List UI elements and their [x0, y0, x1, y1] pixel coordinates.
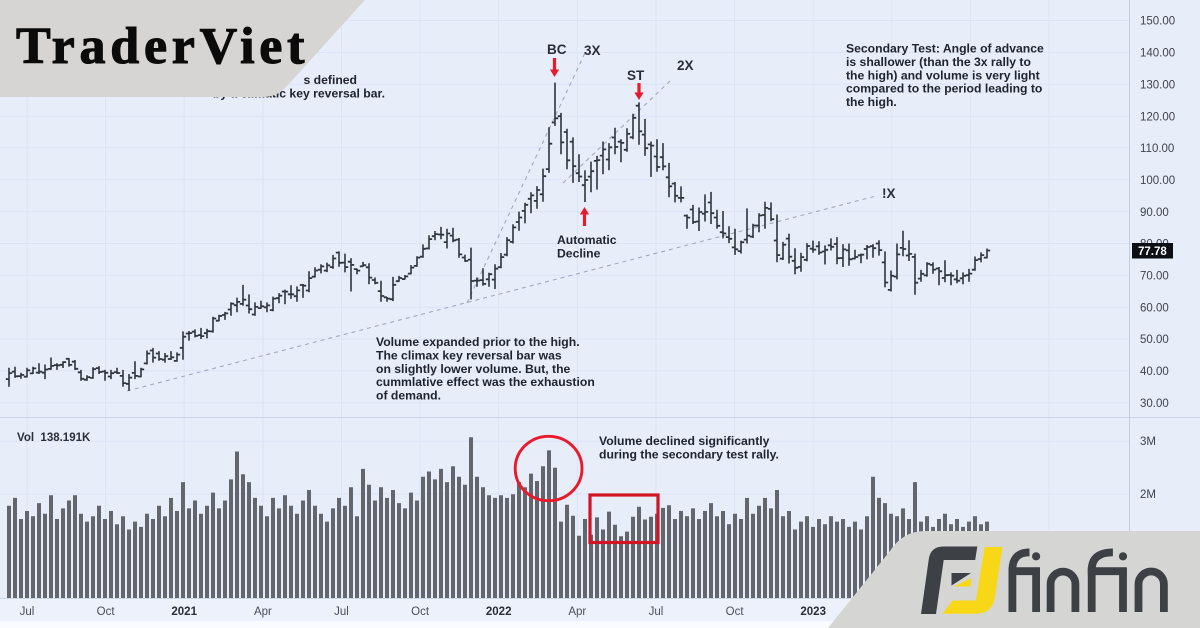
svg-text:3M: 3M	[1140, 436, 1156, 448]
svg-text:Vol 138.191K: Vol 138.191K	[17, 432, 91, 444]
svg-text:3X: 3X	[584, 43, 601, 58]
svg-text:90.00: 90.00	[1140, 207, 1169, 219]
svg-text:2021: 2021	[171, 606, 197, 618]
svg-text:40.00: 40.00	[1140, 366, 1169, 378]
svg-text:110.00: 110.00	[1140, 143, 1174, 155]
svg-text:Apr: Apr	[254, 606, 272, 618]
svg-text:2M: 2M	[1140, 489, 1156, 501]
svg-text:Oct: Oct	[726, 606, 745, 618]
svg-text:Oct: Oct	[97, 606, 116, 618]
svg-text:ST: ST	[627, 68, 645, 83]
svg-text:130.00: 130.00	[1140, 79, 1175, 91]
svg-text:Jul: Jul	[20, 606, 35, 618]
svg-text:Oct: Oct	[411, 606, 430, 618]
svg-text:TraderViet: TraderViet	[16, 18, 305, 75]
svg-text:Jul: Jul	[649, 606, 664, 618]
svg-text:150.00: 150.00	[1140, 16, 1175, 28]
svg-text:100.00: 100.00	[1140, 175, 1175, 187]
svg-text:2023: 2023	[800, 606, 826, 618]
svg-text:!X: !X	[882, 186, 896, 201]
svg-text:50.00: 50.00	[1140, 334, 1169, 346]
svg-text:70.00: 70.00	[1140, 271, 1169, 283]
svg-text:77.78: 77.78	[1138, 246, 1167, 258]
svg-text:2X: 2X	[677, 58, 694, 73]
svg-text:120.00: 120.00	[1140, 111, 1175, 123]
svg-text:60.00: 60.00	[1140, 302, 1169, 314]
svg-text:Jul: Jul	[334, 606, 349, 618]
svg-text:140.00: 140.00	[1140, 48, 1175, 60]
svg-text:Secondary Test: Angle of advan: Secondary Test: Angle of advance is shall…	[846, 42, 1044, 110]
svg-text:s defined: s defined	[304, 73, 358, 87]
svg-text:Volume expanded prior to the h: Volume expanded prior to the high. The cl…	[376, 335, 595, 403]
svg-text:BC: BC	[547, 42, 567, 57]
svg-text:30.00: 30.00	[1140, 398, 1169, 410]
svg-text:2022: 2022	[486, 606, 512, 618]
svg-text:Apr: Apr	[568, 606, 586, 618]
